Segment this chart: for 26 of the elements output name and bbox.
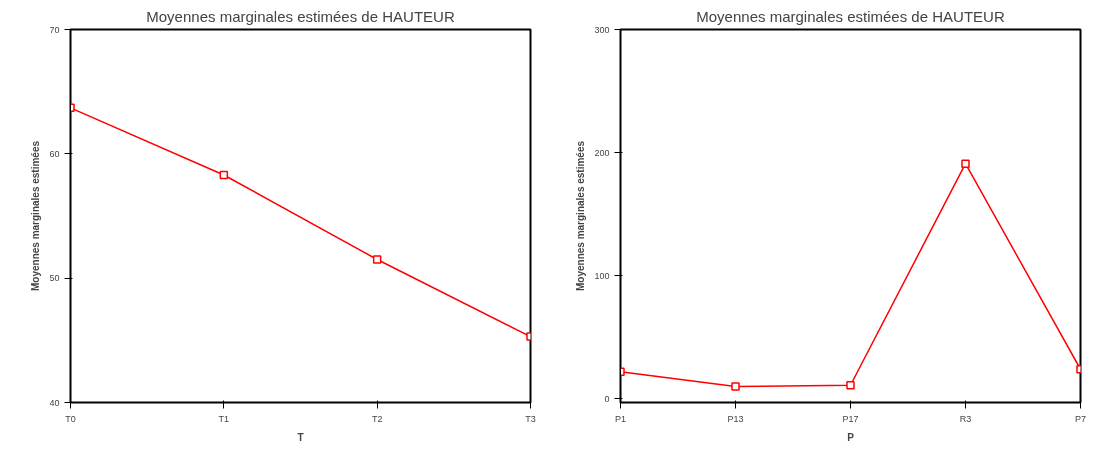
x-tick-label: P17 [842, 413, 859, 424]
x-tick-label: P13 [727, 413, 744, 424]
x-tick-label: T2 [371, 413, 383, 424]
y-tick-label: 100 [594, 270, 610, 281]
point [731, 382, 740, 391]
chart-title: Moyennes marginales estimées de HAUTEUR [146, 7, 455, 25]
y-tick-label: 70 [49, 24, 60, 35]
point [846, 381, 855, 390]
chart-title: Moyennes marginales estimées de HAUTEUR [696, 7, 1005, 25]
y-axis-title: Moyennes marginales estimées [30, 140, 42, 292]
x-axis-title: T [297, 431, 304, 443]
y-tick-label: 300 [594, 24, 610, 35]
x-tick-label: T1 [218, 413, 230, 424]
x-tick-label: T0 [65, 413, 76, 424]
y-tick-label: 0 [604, 393, 610, 404]
x-axis-title: P [847, 431, 855, 443]
y-tick-label: 200 [594, 147, 610, 158]
x-tick-label: P1 [615, 413, 627, 424]
y-tick-label: 60 [49, 148, 60, 159]
x-tick-label: T3 [525, 413, 536, 424]
x-tick-label: R3 [959, 413, 972, 424]
y-tick-label: 50 [49, 273, 60, 284]
y-tick-label: 40 [49, 397, 60, 408]
point [961, 159, 970, 168]
y-axis-title: Moyennes marginales estimées [575, 140, 587, 292]
x-tick-label: P7 [1075, 413, 1087, 424]
